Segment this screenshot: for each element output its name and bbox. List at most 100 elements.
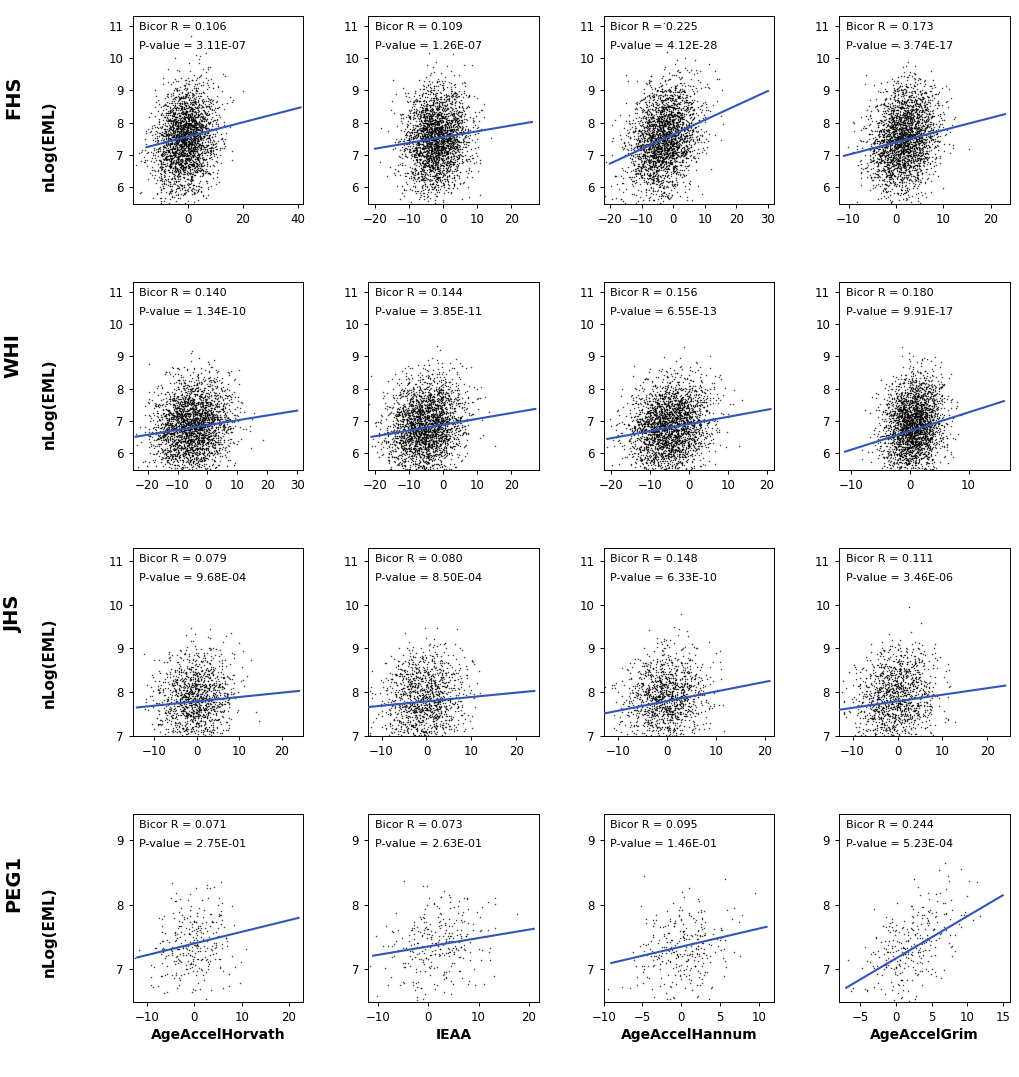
Point (170, 107, 186, 124)
Point (651, 414, 667, 431)
Point (164, 165, 180, 182)
Point (650, 96, 666, 113)
Point (414, 403, 430, 420)
Point (213, 652, 229, 669)
Point (420, 390, 436, 407)
Point (683, 90, 699, 108)
Point (160, 420, 176, 437)
Point (665, 87, 682, 104)
Point (179, 117, 196, 135)
Point (645, 192, 661, 209)
Point (179, 115, 196, 132)
Point (388, 420, 405, 437)
Point (409, 939, 425, 956)
Point (672, 694, 688, 711)
Point (889, 391, 905, 408)
Point (868, 656, 884, 673)
Point (665, 388, 682, 405)
Point (659, 924, 676, 941)
Point (197, 417, 213, 434)
Point (458, 163, 474, 180)
Point (155, 121, 171, 138)
Point (901, 395, 917, 412)
Point (598, 438, 614, 456)
Point (672, 109, 688, 126)
Point (183, 182, 200, 199)
Point (894, 981, 910, 998)
Point (163, 674, 179, 691)
Point (890, 148, 906, 165)
Point (654, 689, 671, 707)
Point (396, 121, 413, 138)
Point (201, 662, 217, 680)
Point (908, 424, 924, 442)
Point (190, 675, 206, 693)
Point (410, 164, 426, 181)
Point (678, 192, 694, 209)
Point (430, 439, 446, 457)
Point (424, 408, 440, 425)
Point (158, 145, 174, 163)
Point (428, 101, 444, 118)
Point (913, 437, 929, 454)
Point (674, 143, 690, 160)
Point (881, 387, 898, 404)
Point (660, 144, 677, 162)
Point (185, 402, 202, 419)
Point (669, 901, 686, 919)
Point (886, 721, 902, 738)
Point (630, 440, 646, 458)
Point (629, 104, 645, 122)
Point (202, 405, 218, 422)
Point (396, 465, 413, 482)
Point (178, 709, 195, 726)
Point (448, 411, 465, 429)
Point (151, 139, 167, 156)
Point (657, 434, 674, 451)
Point (406, 93, 422, 110)
Point (414, 145, 430, 163)
Point (193, 407, 209, 424)
Point (656, 667, 673, 684)
Point (421, 121, 437, 138)
Point (397, 436, 414, 453)
Point (910, 130, 926, 148)
Point (189, 694, 205, 711)
Point (183, 390, 200, 407)
Point (205, 694, 221, 711)
Point (190, 686, 206, 703)
Point (200, 409, 216, 426)
Point (886, 411, 902, 429)
Point (441, 691, 458, 709)
Point (897, 421, 913, 438)
Point (610, 456, 627, 473)
Point (912, 437, 928, 454)
Point (901, 998, 917, 1016)
Point (449, 120, 466, 137)
Point (880, 141, 897, 158)
Point (410, 439, 426, 457)
Point (169, 406, 185, 423)
Point (410, 922, 426, 939)
Point (882, 919, 899, 936)
Point (424, 708, 440, 725)
Point (903, 687, 919, 704)
Point (424, 672, 440, 689)
Point (904, 675, 920, 693)
Point (642, 451, 658, 468)
Point (178, 124, 195, 141)
Point (912, 417, 928, 434)
Point (150, 681, 166, 698)
Point (913, 120, 929, 137)
Point (852, 132, 868, 150)
Point (179, 690, 196, 708)
Point (860, 98, 876, 115)
Point (886, 131, 902, 149)
Point (668, 423, 685, 440)
Point (639, 100, 655, 117)
Point (918, 125, 934, 142)
Point (393, 728, 410, 745)
Point (435, 677, 451, 695)
Point (662, 695, 679, 712)
Point (651, 458, 667, 475)
